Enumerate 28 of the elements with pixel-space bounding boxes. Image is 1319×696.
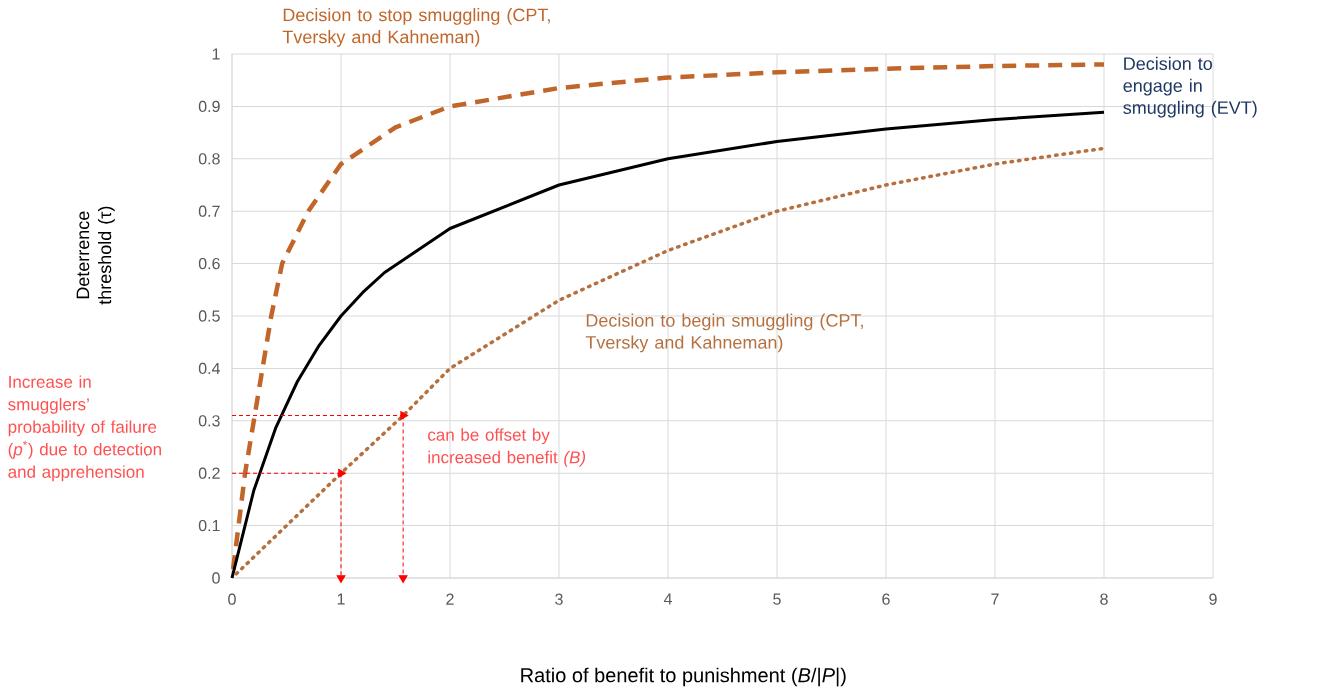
x-tick-label: 9 (1209, 593, 1217, 605)
x-tick-label: 7 (991, 593, 999, 605)
x-tick-label: 0 (228, 593, 236, 605)
y-tick-label: 0.9 (198, 100, 220, 113)
text: Decision to stop smuggling (CPT, Tversky and Kahneman) (282, 8, 550, 47)
text: Increase in smugglers’ probability of failure (p$^{*}$) due to detection and apprehension (8, 375, 161, 482)
y-tick-label: 0 (212, 572, 220, 584)
x-tick-label: 6 (882, 593, 890, 605)
x-tick-label: 1 (337, 593, 345, 605)
y-tick-label: 0.6 (198, 257, 220, 270)
y-axis-title: Deterrence threshold (τ) (76, 206, 115, 305)
x-tick-label: 3 (555, 593, 563, 605)
x-axis-title: Ratio of benefit to punishment (B/|P|) (521, 667, 846, 687)
y-tick-label: 1 (212, 48, 220, 60)
y-tick-label: 0.3 (198, 415, 220, 427)
y-tick-label: 0.8 (198, 153, 220, 165)
annotation: can be offset by increased benefit (B) (428, 428, 586, 467)
x-tick-label: 2 (446, 593, 454, 605)
y-tick-label: 0.4 (198, 362, 220, 375)
series-label: Decision to begin smuggling (CPT, Tversky and Kahneman) (585, 313, 863, 353)
x-tick-label: 5 (773, 593, 781, 605)
y-tick-label: 0.1 (198, 519, 220, 532)
y-tick-label: 0.7 (198, 205, 220, 217)
x-tick-label: 4 (663, 593, 672, 605)
x-tick-label: 8 (1100, 593, 1108, 605)
y-tick-label: 0.5 (198, 310, 220, 322)
series-label: Decision to engage in smuggling (EVT) (1123, 56, 1257, 118)
y-tick-label: 0.2 (198, 467, 220, 479)
